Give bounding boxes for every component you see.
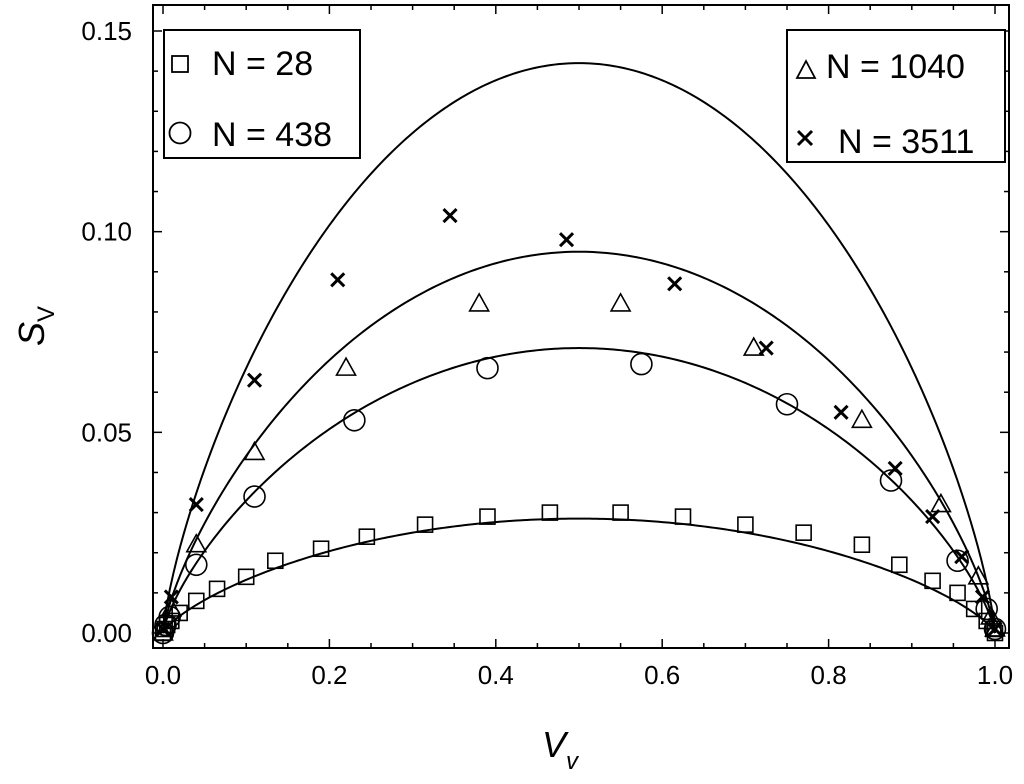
square-marker-icon	[171, 55, 189, 73]
legend-top-left: N = 28 N = 438	[163, 29, 361, 159]
data-point-cross	[954, 549, 970, 565]
y-tick-label: 0.10	[81, 217, 132, 247]
data-point-cross	[887, 460, 903, 477]
data-point-square	[267, 552, 284, 570]
data-point-square	[312, 540, 330, 558]
x-tick-label: 0.2	[311, 660, 347, 690]
data-point-triangle	[742, 336, 765, 356]
ticks-layer: 0.0 0.2 0.4 0.6 0.8 1.0 0.00 0.05 0.10 0.15	[81, 5, 1013, 690]
data-point-square	[416, 516, 434, 533]
data-point-cross	[330, 272, 346, 288]
data-point-triangle	[160, 597, 183, 617]
data-point-cross	[246, 372, 263, 388]
data-point-triangle	[930, 492, 952, 513]
data-point-cross	[442, 208, 458, 224]
x-axis-title: Vv	[542, 724, 580, 775]
data-point-cross	[758, 340, 774, 356]
data-point-circle	[476, 356, 499, 380]
fit-curve	[162, 517, 996, 634]
legend-label-n28: N = 28	[212, 45, 313, 83]
y-tick-label: 0.05	[81, 417, 132, 447]
data-point-cross	[987, 621, 1003, 637]
data-point-square	[541, 504, 559, 521]
data-point-square	[237, 568, 255, 586]
data-point-triangle	[243, 440, 266, 461]
data-point-square	[965, 600, 983, 618]
legend-box	[786, 29, 1006, 163]
data-point-cross	[974, 589, 991, 605]
x-tick-label: 0.0	[145, 660, 181, 690]
data-point-circle	[343, 408, 366, 432]
x-tick-label: 1.0	[977, 660, 1013, 690]
data-point-square	[924, 572, 941, 590]
legend-box	[163, 29, 361, 159]
data-point-triangle	[335, 356, 357, 376]
y-axis-title-subscript: V	[33, 306, 60, 322]
fit-curve	[162, 62, 996, 634]
data-point-triangle	[609, 292, 632, 312]
data-point-square	[949, 584, 966, 602]
data-point-square	[479, 508, 496, 525]
data-point-square	[891, 556, 908, 574]
x-tick-label: 0.4	[478, 660, 514, 690]
cross-marker-icon	[796, 129, 814, 147]
data-point-cross	[188, 497, 204, 513]
data-point-triangle	[984, 617, 1006, 637]
data-point-square	[737, 516, 754, 533]
data-point-circle	[775, 392, 799, 416]
y-tick-label: 0.00	[81, 618, 132, 648]
points-layer	[151, 208, 1007, 645]
data-point-circle	[946, 549, 969, 573]
data-point-circle	[158, 605, 181, 629]
data-point-circle	[879, 469, 903, 492]
data-point-square	[187, 592, 205, 610]
circle-marker-icon	[168, 121, 192, 145]
triangle-marker-icon	[795, 59, 817, 79]
data-point-circle	[184, 553, 208, 577]
data-point-square	[853, 536, 871, 554]
x-axis-title-subscript: v	[566, 748, 580, 775]
data-point-triangle	[152, 621, 174, 641]
y-tick-label: 0.15	[81, 16, 132, 46]
data-point-square	[674, 508, 692, 525]
legend-label-n1040: N = 1040	[826, 48, 965, 86]
data-point-square	[208, 580, 226, 598]
data-point-triangle	[851, 408, 873, 429]
data-point-square	[612, 504, 629, 521]
legend-label-n438: N = 438	[212, 116, 332, 154]
data-point-square	[795, 524, 812, 541]
fit-curve	[162, 347, 996, 634]
data-point-circle	[975, 597, 998, 621]
data-point-cross	[155, 621, 171, 637]
x-tick-label: 0.8	[811, 660, 847, 690]
data-point-cross	[667, 276, 683, 292]
fit-curve	[162, 250, 996, 634]
data-point-circle	[243, 485, 266, 508]
legend-label-n3511: N = 3511	[838, 123, 974, 161]
data-point-triangle	[468, 292, 491, 312]
data-point-triangle	[967, 565, 990, 585]
data-point-square	[358, 528, 376, 545]
y-axis-title: SV	[11, 306, 60, 346]
x-tick-label: 0.6	[644, 660, 680, 690]
data-point-circle	[630, 352, 653, 376]
data-point-cross	[163, 589, 179, 605]
data-point-cross	[833, 404, 849, 420]
data-point-triangle	[185, 533, 208, 553]
plot-frame	[152, 4, 1010, 649]
legend-top-right: N = 1040 N = 3511	[786, 29, 1006, 163]
curves-layer	[162, 62, 996, 634]
data-point-cross	[925, 509, 941, 525]
data-point-cross	[558, 232, 575, 248]
